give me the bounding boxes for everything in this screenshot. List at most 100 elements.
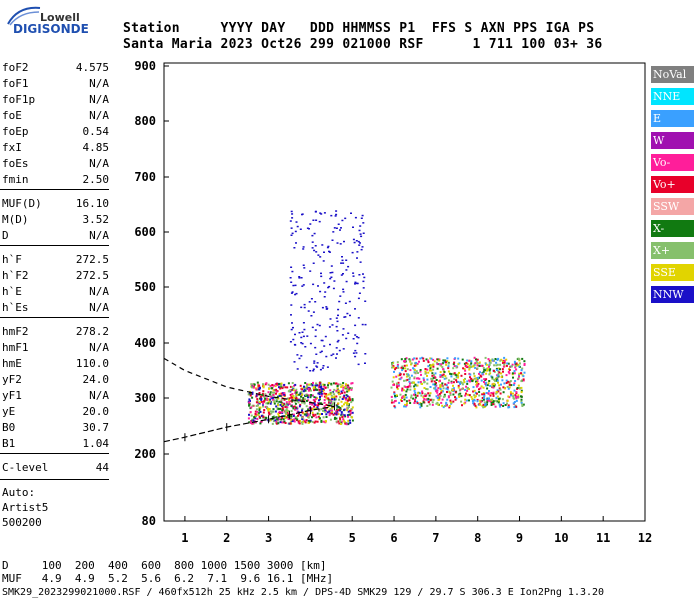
echo-point xyxy=(512,384,515,386)
echo-point xyxy=(518,359,521,362)
echo-point xyxy=(329,393,332,396)
echo-point xyxy=(309,270,312,272)
echo-point xyxy=(522,379,525,382)
echo-point xyxy=(262,385,265,388)
echo-point xyxy=(506,399,509,402)
echo-point xyxy=(290,292,293,294)
echo-point xyxy=(269,419,272,422)
echo-point xyxy=(345,269,348,271)
echo-point xyxy=(274,397,277,400)
echo-point xyxy=(461,388,464,390)
param-row: C-level 44 xyxy=(2,460,109,475)
echo-point xyxy=(476,398,479,401)
echo-point xyxy=(249,394,252,397)
echo-point xyxy=(523,360,526,363)
echo-point xyxy=(355,240,358,242)
echo-point xyxy=(501,379,504,382)
echo-point xyxy=(442,387,445,390)
echo-point xyxy=(463,381,466,384)
echo-point xyxy=(492,401,495,404)
echo-point xyxy=(313,232,316,235)
echo-point xyxy=(426,405,429,407)
echo-point xyxy=(346,414,349,417)
echo-point xyxy=(310,298,313,300)
echo-point xyxy=(311,241,314,243)
echo-point xyxy=(461,404,463,407)
echo-point xyxy=(320,272,322,275)
echo-point xyxy=(352,352,355,354)
echo-point xyxy=(320,408,323,411)
echo-point xyxy=(400,358,403,361)
echo-point xyxy=(284,410,287,413)
echo-point xyxy=(345,280,348,283)
echo-point xyxy=(265,402,268,405)
param-label: C-level xyxy=(2,461,49,474)
echo-point xyxy=(433,387,436,390)
echo-point xyxy=(399,393,402,396)
echo-point xyxy=(330,396,333,399)
echo-point xyxy=(260,398,263,401)
echo-point xyxy=(436,367,439,370)
echo-point xyxy=(458,395,461,398)
echo-point xyxy=(505,379,508,382)
echo-point xyxy=(459,392,462,395)
echo-point xyxy=(441,398,444,401)
echo-point xyxy=(503,361,506,364)
echo-point xyxy=(341,256,343,258)
echo-point xyxy=(258,388,261,391)
echo-point xyxy=(428,394,431,397)
y-tick-label: 200 xyxy=(134,447,156,461)
echo-point xyxy=(401,369,404,372)
echo-point xyxy=(320,389,322,392)
echo-point xyxy=(416,394,419,397)
echo-point xyxy=(401,396,404,399)
param-value: 278.2 xyxy=(75,325,109,338)
echo-point xyxy=(420,373,422,376)
echo-point xyxy=(342,396,345,399)
echo-point xyxy=(326,366,329,368)
echo-point xyxy=(313,389,315,392)
param-label: hmF1 xyxy=(2,341,29,354)
x-tick-label: 9 xyxy=(516,531,523,545)
echo-point xyxy=(310,389,312,392)
echo-point xyxy=(294,293,297,296)
echo-point xyxy=(315,404,318,407)
echo-point xyxy=(327,397,330,400)
echo-point xyxy=(320,339,323,342)
echo-point xyxy=(430,364,433,367)
echo-point xyxy=(404,367,407,370)
echo-point xyxy=(511,372,514,375)
echo-point xyxy=(432,358,435,361)
echo-point xyxy=(268,387,270,390)
echo-point xyxy=(276,418,279,421)
echo-point xyxy=(267,391,270,394)
panel-divider xyxy=(0,245,109,246)
echo-point xyxy=(325,403,328,406)
echo-point xyxy=(262,415,265,418)
echo-point xyxy=(452,387,455,390)
echo-point xyxy=(482,398,485,401)
echo-point xyxy=(314,398,317,400)
echo-point xyxy=(436,363,439,366)
echo-point xyxy=(359,233,362,235)
echo-point xyxy=(412,381,415,384)
echo-point xyxy=(482,370,485,373)
echo-point xyxy=(489,372,492,375)
echo-point xyxy=(497,398,500,401)
echo-point xyxy=(446,386,449,389)
echo-point xyxy=(335,404,338,407)
echo-point xyxy=(495,364,498,367)
echo-point xyxy=(277,402,280,405)
echo-point xyxy=(273,391,275,394)
echo-point xyxy=(361,323,364,326)
echo-point xyxy=(296,418,299,421)
echo-point xyxy=(345,397,348,400)
echo-point xyxy=(521,405,524,407)
echo-point xyxy=(292,284,295,287)
echo-point xyxy=(407,385,409,388)
echo-point xyxy=(294,400,296,403)
echo-point xyxy=(506,402,508,405)
echo-point xyxy=(432,376,435,379)
echo-point xyxy=(304,382,307,384)
echo-point xyxy=(495,369,498,371)
